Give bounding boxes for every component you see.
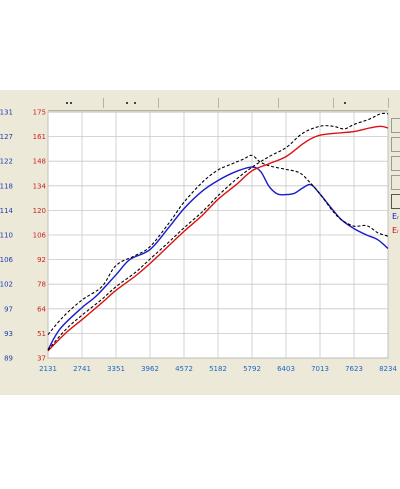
left-axis-tick-label: 106: [0, 256, 14, 264]
x-axis-tick-label: 3962: [141, 365, 159, 373]
x-axis-tick-label: 2131: [39, 365, 57, 373]
ruler-segment: [278, 98, 334, 108]
left-axis-tick-label: 114: [0, 207, 14, 215]
x-axis-tick-label: 2741: [73, 365, 91, 373]
x-axis-tick-label: 8234: [379, 365, 397, 373]
left-axis-tick-label: 97: [4, 305, 13, 313]
side-button-2[interactable]: [391, 137, 400, 152]
x-axis-tick-label: 3351: [107, 365, 125, 373]
x-axis-tick-label: 7013: [311, 365, 329, 373]
ruler-marker: [70, 102, 72, 104]
side-button-1[interactable]: [391, 118, 400, 133]
right-axis-tick-label: 92: [37, 256, 46, 264]
grid-lines: [47, 111, 389, 359]
series-right-dashed-line: [47, 112, 389, 351]
x-axis-tick-label: 5792: [243, 365, 261, 373]
right-axis-tick-label: 134: [33, 182, 47, 190]
ruler-segment: [333, 98, 389, 108]
ruler-segment: [48, 98, 104, 108]
left-axis-tick-label: 102: [0, 281, 13, 289]
right-axis-tick-label: 148: [33, 158, 46, 166]
right-axis-tick-label: 78: [37, 281, 46, 289]
legend-item-2: Eᵣ: [392, 226, 400, 235]
ruler-marker: [344, 102, 346, 104]
x-axis-ticks: 2131 2741 3351 3962 4572 5182 5792 6403 7013 7623…: [39, 365, 397, 373]
right-axis-tick-label: 51: [37, 330, 46, 338]
left-axis-tick-label: 118: [0, 182, 13, 190]
side-button-3[interactable]: [391, 156, 400, 171]
left-axis-tick-label: 89: [4, 355, 13, 363]
x-axis-tick-label: 6403: [277, 365, 295, 373]
left-axis-tick-label: 110: [0, 232, 13, 240]
left-axis-tick-label: 127: [0, 133, 13, 141]
left-axis-tick-label: 131: [0, 109, 13, 117]
ruler-marker: [126, 102, 128, 104]
right-axis-tick-label: 120: [33, 207, 46, 215]
series-right-solid-line: [47, 125, 389, 352]
ruler-segment: [103, 98, 159, 108]
left-axis-tick-label: 93: [4, 330, 13, 338]
chart-header-ruler: [48, 98, 389, 111]
right-axis-tick-label: 161: [33, 133, 46, 141]
right-axis-tick-label: 175: [33, 109, 46, 117]
ruler-marker: [134, 102, 136, 104]
ruler-segment: [158, 98, 219, 108]
side-button-4[interactable]: [391, 175, 400, 190]
series-left-dashed-line: [47, 154, 389, 335]
right-axis-tick-label: 37: [37, 355, 46, 363]
ruler-segment: [218, 98, 279, 108]
x-axis-tick-label: 4572: [175, 365, 193, 373]
right-axis-ticks: 175 161 148 134 120 106 92 78 64 51 37: [33, 109, 47, 363]
ruler-marker: [66, 102, 68, 104]
right-axis-tick-label: 64: [37, 305, 46, 313]
side-button-5[interactable]: [391, 194, 400, 209]
left-axis-tick-label: 122: [0, 158, 13, 166]
x-axis-tick-label: 7623: [345, 365, 363, 373]
left-axis-ticks: 131 127 122 118 114 110 106 102 97 93 89: [0, 109, 14, 363]
right-axis-tick-label: 106: [33, 232, 47, 240]
x-axis-tick-label: 5182: [209, 365, 227, 373]
legend-item-1: Eᵣ: [392, 212, 400, 221]
series-lines: [47, 112, 389, 352]
